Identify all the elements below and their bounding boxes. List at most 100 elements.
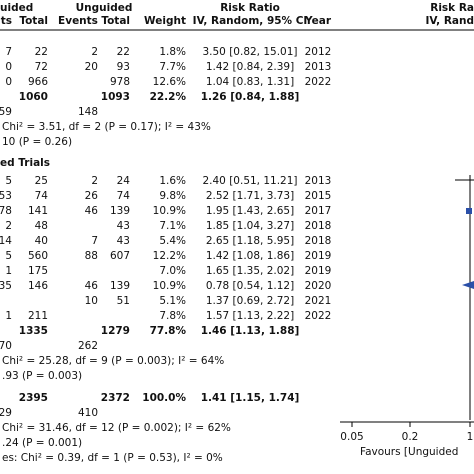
cell-text: 262 <box>78 340 98 352</box>
cell-text: 148 <box>78 106 98 118</box>
cell-text: Favours [Unguided <box>360 446 458 458</box>
cell-text: 2 <box>91 46 98 58</box>
cell-text: 560 <box>28 250 48 262</box>
effect-diamond <box>462 281 474 289</box>
cell-text: 1.37 [0.69, 2.72] <box>206 295 294 307</box>
cell-text: IV, Random, 95% CI <box>193 15 308 27</box>
cell-text: Year <box>304 15 332 27</box>
cell-text: 0.78 [0.54, 1.12] <box>206 280 294 292</box>
cell-text: 139 <box>110 280 130 292</box>
cell-text: 139 <box>110 205 130 217</box>
cell-text: Risk Ratio <box>220 2 280 14</box>
cell-text: 100.0% <box>142 392 186 404</box>
cell-text: 2018 <box>305 235 332 247</box>
cell-text: 7.0% <box>159 265 186 277</box>
cell-text: 1.42 [1.08, 1.86] <box>206 250 294 262</box>
cell-text: 0.2 <box>402 431 419 443</box>
cell-text: 43 <box>117 235 130 247</box>
cell-text: es: Chi² = 0.39, df = 1 (P = 0.53), I² =… <box>2 452 223 464</box>
cell-text: 7 <box>5 46 12 58</box>
cell-text: 1335 <box>19 325 48 337</box>
cell-text: 59 <box>0 106 12 118</box>
cell-text: 2022 <box>305 310 332 322</box>
cell-text: 978 <box>110 76 130 88</box>
cell-text: 2 <box>91 175 98 187</box>
cell-text: 1.8% <box>159 46 186 58</box>
cell-text: ed Trials <box>0 157 50 169</box>
study-marker <box>466 208 472 214</box>
cell-text: 966 <box>28 76 48 88</box>
cell-text: 24 <box>117 175 131 187</box>
cell-text: 146 <box>28 280 48 292</box>
cell-text: 2022 <box>305 76 332 88</box>
cell-text: 1060 <box>19 91 48 103</box>
cell-text: 1.6% <box>159 175 186 187</box>
cell-text: Risk Ra <box>430 2 474 14</box>
cell-text: Unguided <box>76 2 133 14</box>
cell-text: 14 <box>0 235 12 247</box>
cell-text: 40 <box>35 235 48 247</box>
cell-text: .93 (P = 0.003) <box>2 370 82 382</box>
cell-text: Total <box>101 15 130 27</box>
cell-text: 7.8% <box>159 310 186 322</box>
cell-text: Events <box>58 15 98 27</box>
cell-text: 93 <box>117 61 130 73</box>
cell-text: 2 <box>5 220 12 232</box>
cell-text: 5 <box>5 175 12 187</box>
cell-text: 74 <box>35 190 49 202</box>
cell-text: 20 <box>85 61 98 73</box>
cell-text: 5.1% <box>159 295 186 307</box>
cell-text: 0 <box>5 61 12 73</box>
cell-text: 1.46 [1.13, 1.88] <box>201 325 300 337</box>
cell-text: 10 <box>85 295 98 307</box>
cell-text: 10.9% <box>153 205 186 217</box>
cell-text: 1 <box>5 265 12 277</box>
cell-text: Chi² = 25.28, df = 9 (P = 0.003); I² = 6… <box>2 355 224 367</box>
cell-text: 51 <box>117 295 130 307</box>
cell-text: 1.65 [1.35, 2.02] <box>206 265 294 277</box>
cell-text: 2020 <box>305 280 332 292</box>
cell-text: 43 <box>117 220 130 232</box>
cell-text: 70 <box>0 340 12 352</box>
cell-text: 1.41 [1.15, 1.74] <box>201 392 300 404</box>
cell-text: 9.8% <box>159 190 186 202</box>
cell-text: 2.52 [1.71, 3.73] <box>206 190 294 202</box>
cell-text: 2.65 [1.18, 5.95] <box>206 235 294 247</box>
cell-text: 46 <box>85 205 99 217</box>
cell-text: 22 <box>117 46 130 58</box>
cell-text: 88 <box>85 250 98 262</box>
cell-text: Weight <box>144 15 186 27</box>
cell-text: 2013 <box>305 61 332 73</box>
cell-text: 29 <box>0 407 12 419</box>
cell-text: 46 <box>85 280 99 292</box>
cell-text: 72 <box>35 61 48 73</box>
cell-text: 2013 <box>305 175 332 187</box>
cell-text: 410 <box>78 407 98 419</box>
cell-text: 10 (P = 0.26) <box>2 136 72 148</box>
cell-text: 7.7% <box>159 61 186 73</box>
cell-text: 2019 <box>305 250 332 262</box>
cell-text: uided <box>0 2 33 14</box>
cell-text: 1.57 [1.13, 2.22] <box>206 310 294 322</box>
cell-text: 1.95 [1.43, 2.65] <box>206 205 294 217</box>
cell-text: 53 <box>0 190 12 202</box>
cell-text: 5 <box>5 250 12 262</box>
cell-text: 12.2% <box>153 250 186 262</box>
cell-text: 2015 <box>305 190 332 202</box>
cell-text: .24 (P = 0.001) <box>2 437 82 449</box>
cell-text: 78 <box>0 205 12 217</box>
cell-text: 77.8% <box>150 325 187 337</box>
cell-text: 2017 <box>305 205 332 217</box>
cell-text: Chi² = 31.46, df = 12 (P = 0.002); I² = … <box>2 422 231 434</box>
cell-text: 1 <box>5 310 12 322</box>
cell-text: 7 <box>91 235 98 247</box>
cell-text: 26 <box>85 190 99 202</box>
cell-text: 2395 <box>19 392 48 404</box>
cell-text: 211 <box>28 310 48 322</box>
cell-text: 2018 <box>305 220 332 232</box>
cell-text: 1.42 [0.84, 2.39] <box>206 61 294 73</box>
cell-text: 1.85 [1.04, 3.27] <box>206 220 294 232</box>
cell-text: 1.04 [0.83, 1.31] <box>206 76 294 88</box>
cell-text: 2.40 [0.51, 11.21] <box>202 175 297 187</box>
